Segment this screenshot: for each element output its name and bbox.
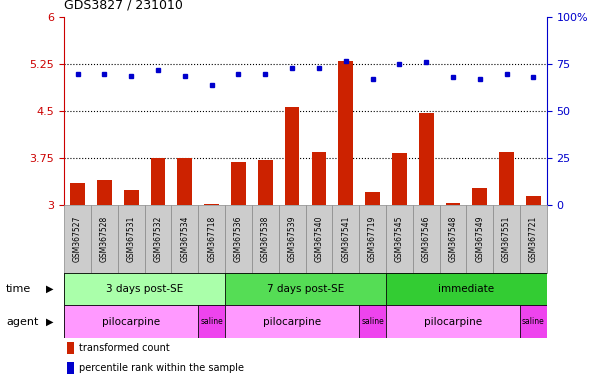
Bar bbox=[306, 205, 332, 273]
Text: time: time bbox=[6, 284, 31, 294]
Bar bbox=[526, 196, 541, 205]
Bar bbox=[97, 180, 112, 205]
Bar bbox=[118, 205, 145, 273]
Text: GSM367721: GSM367721 bbox=[529, 216, 538, 262]
Bar bbox=[359, 205, 386, 273]
Text: saline: saline bbox=[200, 317, 223, 326]
Bar bbox=[365, 192, 380, 205]
Bar bbox=[67, 342, 75, 354]
Bar bbox=[445, 203, 460, 205]
Bar bbox=[499, 152, 514, 205]
Bar bbox=[493, 205, 520, 273]
Text: saline: saline bbox=[361, 317, 384, 326]
Text: GSM367551: GSM367551 bbox=[502, 216, 511, 262]
Bar bbox=[204, 204, 219, 205]
Bar bbox=[231, 162, 246, 205]
Text: GSM367531: GSM367531 bbox=[126, 216, 136, 262]
Text: GSM367532: GSM367532 bbox=[153, 216, 163, 262]
Bar bbox=[91, 205, 118, 273]
Bar bbox=[258, 160, 273, 205]
Bar bbox=[198, 205, 225, 273]
Bar bbox=[64, 205, 91, 273]
Text: GSM367527: GSM367527 bbox=[73, 216, 82, 262]
Bar bbox=[312, 152, 326, 205]
Text: pilocarpine: pilocarpine bbox=[424, 316, 482, 327]
Text: GSM367534: GSM367534 bbox=[180, 216, 189, 262]
Bar bbox=[64, 273, 225, 305]
Bar bbox=[145, 205, 172, 273]
Bar bbox=[225, 205, 252, 273]
Text: GSM367536: GSM367536 bbox=[234, 216, 243, 262]
Text: ▶: ▶ bbox=[46, 284, 53, 294]
Text: GSM367549: GSM367549 bbox=[475, 216, 485, 262]
Text: GSM367719: GSM367719 bbox=[368, 216, 377, 262]
Bar bbox=[338, 61, 353, 205]
Text: GSM367539: GSM367539 bbox=[288, 216, 296, 262]
Text: GSM367718: GSM367718 bbox=[207, 216, 216, 262]
Text: ▶: ▶ bbox=[46, 316, 53, 327]
Text: GSM367540: GSM367540 bbox=[315, 216, 323, 262]
Text: GSM367538: GSM367538 bbox=[261, 216, 270, 262]
Text: pilocarpine: pilocarpine bbox=[102, 316, 160, 327]
Text: saline: saline bbox=[522, 317, 545, 326]
Bar bbox=[225, 305, 359, 338]
Text: GSM367548: GSM367548 bbox=[448, 216, 458, 262]
Text: percentile rank within the sample: percentile rank within the sample bbox=[79, 363, 244, 373]
Bar bbox=[151, 158, 166, 205]
Bar bbox=[386, 305, 520, 338]
Text: GDS3827 / 231010: GDS3827 / 231010 bbox=[64, 0, 183, 12]
Text: transformed count: transformed count bbox=[79, 343, 169, 353]
Text: 3 days post-SE: 3 days post-SE bbox=[106, 284, 183, 294]
Bar bbox=[67, 362, 75, 374]
Bar bbox=[252, 205, 279, 273]
Bar bbox=[359, 305, 386, 338]
Bar bbox=[177, 158, 192, 205]
Bar bbox=[466, 205, 493, 273]
Bar bbox=[172, 205, 198, 273]
Text: GSM367528: GSM367528 bbox=[100, 216, 109, 262]
Bar bbox=[419, 113, 434, 205]
Bar bbox=[386, 273, 547, 305]
Text: immediate: immediate bbox=[438, 284, 494, 294]
Text: GSM367546: GSM367546 bbox=[422, 216, 431, 262]
Bar bbox=[439, 205, 466, 273]
Bar bbox=[225, 273, 386, 305]
Bar bbox=[124, 190, 139, 205]
Bar bbox=[386, 205, 413, 273]
Bar bbox=[472, 188, 487, 205]
Bar bbox=[279, 205, 306, 273]
Text: 7 days post-SE: 7 days post-SE bbox=[267, 284, 344, 294]
Bar bbox=[198, 305, 225, 338]
Bar bbox=[70, 184, 85, 205]
Text: GSM367541: GSM367541 bbox=[341, 216, 350, 262]
Bar bbox=[520, 205, 547, 273]
Bar bbox=[64, 305, 198, 338]
Text: pilocarpine: pilocarpine bbox=[263, 316, 321, 327]
Bar bbox=[392, 153, 407, 205]
Bar bbox=[520, 305, 547, 338]
Text: agent: agent bbox=[6, 316, 38, 327]
Text: GSM367545: GSM367545 bbox=[395, 216, 404, 262]
Bar bbox=[285, 107, 299, 205]
Bar bbox=[413, 205, 439, 273]
Bar bbox=[332, 205, 359, 273]
